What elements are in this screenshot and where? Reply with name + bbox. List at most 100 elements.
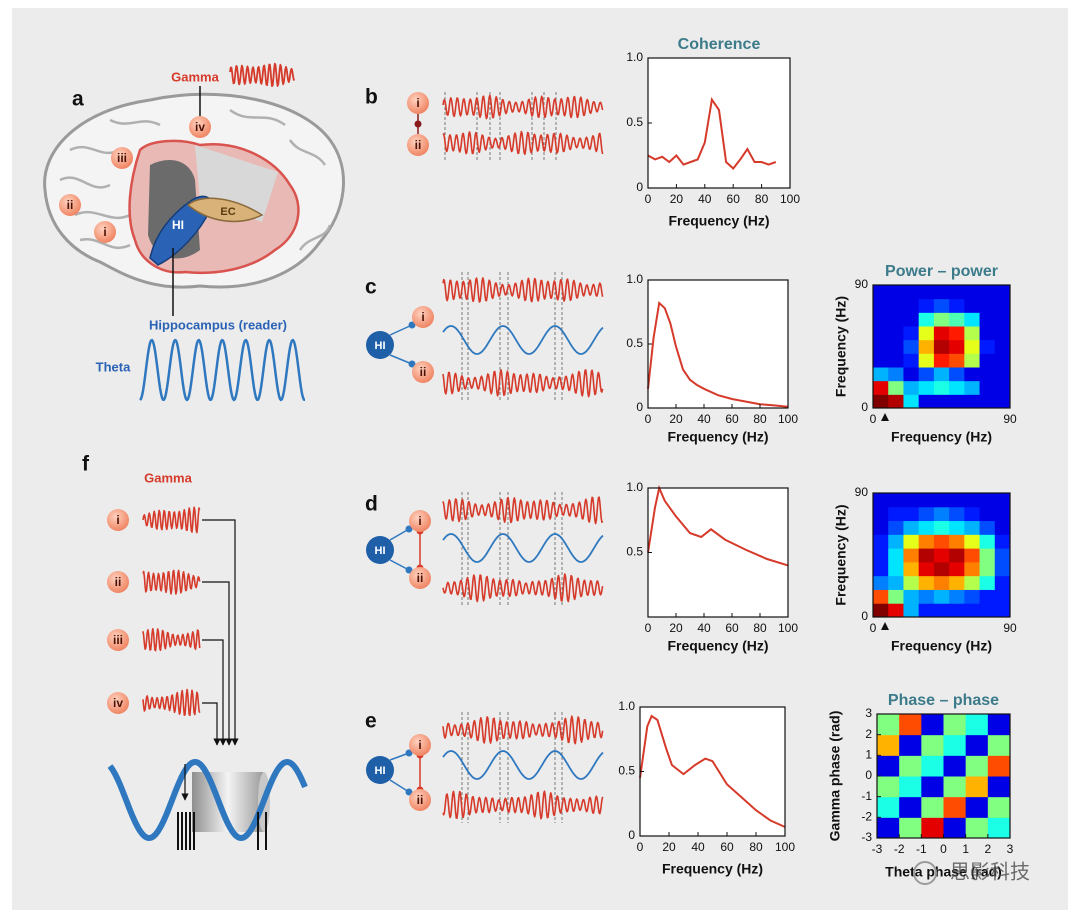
theta-label: Theta — [96, 359, 131, 374]
heatmap-cell — [933, 534, 950, 549]
node-dot — [405, 749, 413, 757]
heatmap-cell — [903, 534, 920, 549]
heatmap-cell — [949, 298, 965, 313]
heatmap-cell — [994, 353, 1011, 368]
heatmap-cell — [994, 534, 1011, 549]
heatmap-cell — [949, 575, 965, 590]
heatmap-cell — [873, 380, 889, 395]
gamma-wave — [229, 62, 296, 87]
region-label: i — [418, 738, 421, 752]
heatmap-cell — [918, 603, 935, 618]
gamma-trace — [442, 94, 604, 120]
heatmap-cell — [888, 394, 904, 409]
panel-label: c — [365, 276, 377, 299]
heatmap-cell — [873, 298, 889, 313]
x-tick-label: 100 — [775, 840, 795, 854]
heatmap-cell — [965, 755, 989, 777]
heatmap-cell — [899, 734, 922, 756]
x-tick-label: 20 — [669, 412, 683, 426]
heatmap-cell — [994, 285, 1011, 300]
x-tick-label: -1 — [916, 842, 927, 856]
data-line — [647, 484, 789, 567]
region-marker — [59, 194, 81, 216]
chart-title: Power – power — [885, 263, 998, 280]
heatmap-cell — [899, 755, 922, 777]
region-marker — [107, 629, 129, 651]
heatmap-cell — [933, 603, 950, 618]
heatmap-cell — [933, 380, 950, 395]
heatmap-cell — [994, 548, 1011, 563]
heatmap-cell — [964, 589, 981, 604]
x-tick-label: -2 — [894, 842, 905, 856]
heatmap-cell — [903, 394, 920, 409]
heatmap-cell — [994, 312, 1011, 327]
heatmap-cell — [918, 353, 935, 368]
y-tick-label: 0.5 — [626, 115, 643, 129]
heatmap-cell — [888, 312, 904, 327]
heatmap-cell — [979, 298, 996, 313]
x-tick-label: 20 — [669, 621, 683, 635]
ec-abbr: EC — [220, 206, 235, 218]
x-axis-label: Frequency (Hz) — [667, 429, 768, 445]
theta-wave — [139, 338, 306, 402]
node-dot — [414, 120, 422, 128]
node-dot — [408, 321, 416, 329]
x-axis-label: Frequency (Hz) — [891, 429, 992, 445]
y-tick-label: 90 — [855, 277, 869, 291]
region-marker — [111, 147, 133, 169]
heatmap-cell — [877, 755, 900, 777]
region-label: ii — [420, 365, 427, 379]
heatmap-cell — [964, 493, 981, 508]
heatmap-cell — [964, 326, 981, 341]
heatmap-cell — [921, 817, 944, 839]
region-marker — [407, 92, 429, 114]
heatmap-cell — [964, 520, 981, 535]
heatmap-cell — [921, 755, 944, 777]
heatmap-cell — [933, 506, 950, 522]
heatmap-cell — [994, 326, 1011, 341]
heatmap-cell — [888, 326, 904, 341]
heatmap-cell — [979, 561, 996, 577]
region-label: i — [418, 514, 421, 528]
plot-area — [648, 58, 790, 188]
y-tick-label: 0 — [636, 400, 643, 414]
heatmap-cell — [964, 394, 981, 409]
heatmap-cell — [994, 493, 1011, 508]
heatmap-cell — [918, 326, 935, 341]
gamma-trace — [442, 496, 604, 525]
x-tick-label: 0 — [940, 842, 947, 856]
heatmap-cell — [918, 548, 935, 563]
region-label: ii — [417, 571, 424, 585]
y-tick-label: 2 — [865, 727, 872, 741]
heatmap-cell — [888, 534, 904, 549]
x-tick-label: 2 — [984, 842, 991, 856]
region-label: i — [116, 513, 119, 527]
heatmap-cell — [873, 561, 889, 577]
heatmap-cell — [943, 734, 967, 756]
watermark: 思影科技 — [950, 860, 1030, 883]
panel-label: a — [72, 88, 84, 111]
heatmap-cell — [949, 506, 965, 522]
panel-label: f — [82, 453, 90, 476]
heatmap-cell — [979, 520, 996, 535]
y-tick-label: -3 — [861, 830, 872, 844]
heatmap-cell — [949, 561, 965, 577]
heatmap-cell — [918, 339, 935, 354]
heatmap-cell — [933, 589, 950, 604]
data-line — [647, 300, 789, 408]
heatmap-cell — [933, 367, 950, 382]
heatmap-cell — [964, 353, 981, 368]
heatmap-cell — [918, 285, 935, 300]
heatmap-cell — [964, 312, 981, 327]
x-tick-label: 0 — [637, 840, 644, 854]
heatmap-cell — [933, 493, 950, 508]
region-marker — [409, 510, 431, 532]
y-tick-label: 0.5 — [618, 764, 635, 778]
region-label: iv — [113, 696, 123, 710]
heatmap-cell — [949, 353, 965, 368]
heatmap-cell — [888, 367, 904, 382]
plot-frame — [872, 284, 1011, 409]
heatmap-cell — [965, 796, 989, 818]
heatmap-cell — [903, 312, 920, 327]
